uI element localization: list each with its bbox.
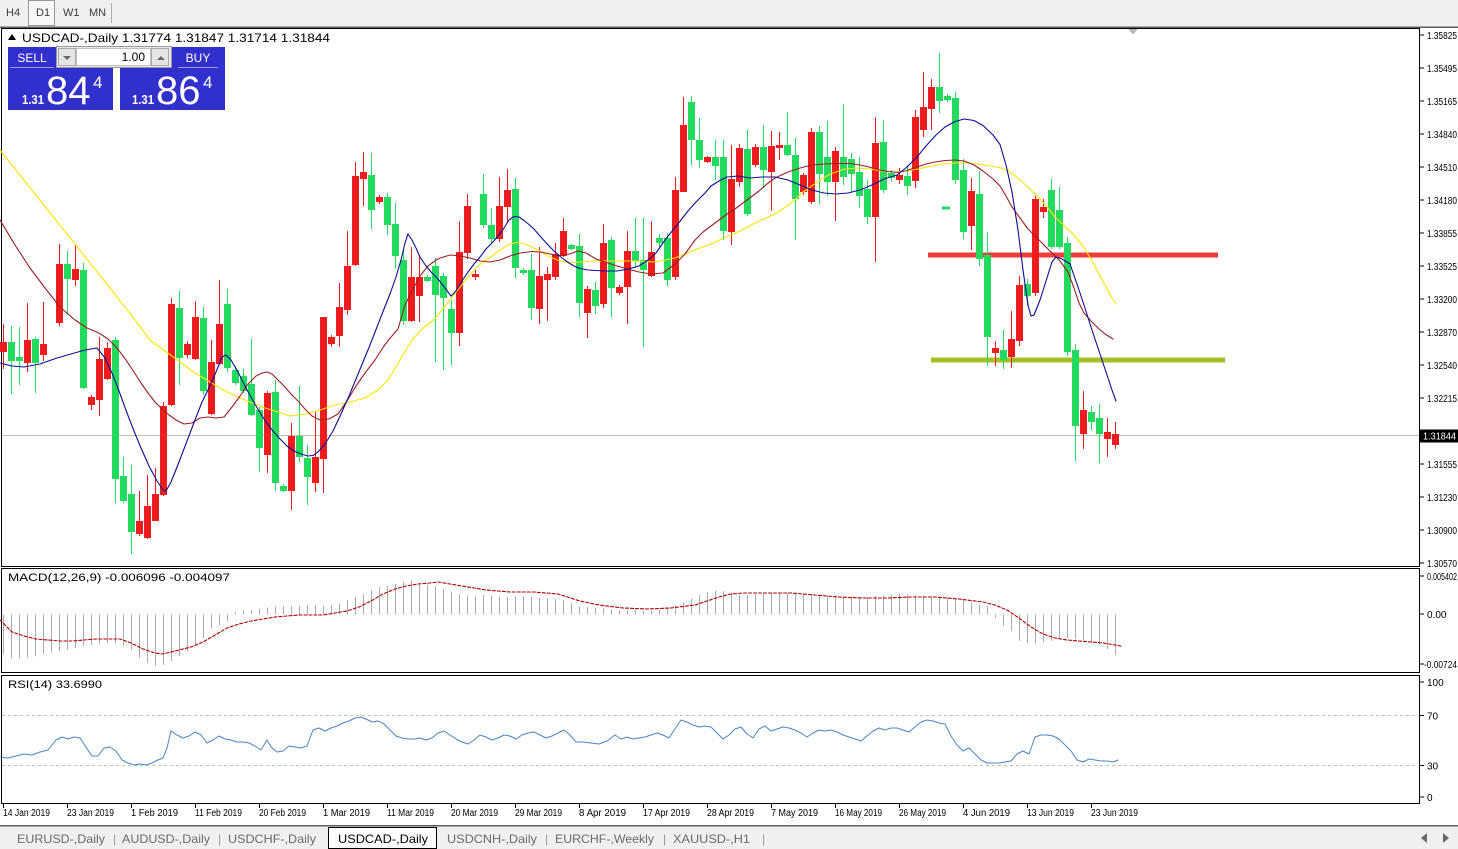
svg-text:1.35825: 1.35825 bbox=[1427, 31, 1457, 42]
svg-text:1.32540: 1.32540 bbox=[1427, 361, 1457, 372]
svg-text:1.00: 1.00 bbox=[122, 50, 146, 64]
svg-text:13 Jun 2019: 13 Jun 2019 bbox=[1027, 808, 1074, 819]
svg-text:4: 4 bbox=[93, 73, 102, 92]
svg-text:W1: W1 bbox=[63, 7, 80, 19]
svg-text:1.31230: 1.31230 bbox=[1427, 493, 1457, 504]
svg-text:RSI(14) 33.6990: RSI(14) 33.6990 bbox=[8, 679, 102, 691]
svg-text:0.00: 0.00 bbox=[1427, 610, 1447, 621]
svg-text:EURCHF-,Weekly: EURCHF-,Weekly bbox=[555, 832, 654, 846]
svg-text:8 Apr 2019: 8 Apr 2019 bbox=[579, 808, 626, 819]
svg-text:11 Mar 2019: 11 Mar 2019 bbox=[387, 808, 434, 819]
svg-text:1.31844: 1.31844 bbox=[1423, 432, 1456, 443]
svg-text:1.32215: 1.32215 bbox=[1427, 394, 1457, 405]
svg-text:1.35495: 1.35495 bbox=[1427, 64, 1457, 75]
svg-text:1.33525: 1.33525 bbox=[1427, 262, 1457, 273]
svg-text:USDCAD-,Daily: USDCAD-,Daily bbox=[338, 832, 428, 846]
svg-text:23 Jan 2019: 23 Jan 2019 bbox=[67, 808, 114, 819]
svg-text:1.33855: 1.33855 bbox=[1427, 229, 1457, 240]
svg-text:0.005402: 0.005402 bbox=[1427, 572, 1457, 583]
svg-text:1.35165: 1.35165 bbox=[1427, 97, 1457, 108]
svg-text:100: 100 bbox=[1427, 678, 1444, 689]
svg-text:|: | bbox=[113, 832, 116, 846]
svg-text:1.34180: 1.34180 bbox=[1427, 196, 1457, 207]
svg-text:USDCAD-,Daily 1.31774 1.31847: USDCAD-,Daily 1.31774 1.31847 1.31714 1.… bbox=[22, 31, 330, 45]
svg-text:MN: MN bbox=[89, 7, 106, 19]
svg-text:AUDUSD-,Daily: AUDUSD-,Daily bbox=[122, 832, 210, 846]
svg-text:USDCHF-,Daily: USDCHF-,Daily bbox=[228, 832, 316, 846]
svg-text:86: 86 bbox=[156, 69, 201, 113]
svg-text:MACD(12,26,9) -0.006096 -0.004: MACD(12,26,9) -0.006096 -0.004097 bbox=[8, 572, 230, 584]
svg-text:16 May 2019: 16 May 2019 bbox=[835, 808, 882, 819]
svg-text:BUY: BUY bbox=[186, 51, 211, 65]
svg-text:4 Jun 2019: 4 Jun 2019 bbox=[963, 808, 1010, 819]
svg-text:1.34510: 1.34510 bbox=[1427, 163, 1457, 174]
svg-text:1.32870: 1.32870 bbox=[1427, 328, 1457, 339]
svg-text:14 Jan 2019: 14 Jan 2019 bbox=[3, 808, 50, 819]
svg-text:70: 70 bbox=[1427, 712, 1439, 723]
svg-text:1 Mar 2019: 1 Mar 2019 bbox=[323, 808, 370, 819]
svg-text:26 May 2019: 26 May 2019 bbox=[899, 808, 946, 819]
svg-text:1 Feb 2019: 1 Feb 2019 bbox=[131, 808, 178, 819]
svg-text:0: 0 bbox=[1427, 793, 1433, 804]
svg-text:30: 30 bbox=[1427, 762, 1439, 773]
svg-text:84: 84 bbox=[46, 69, 91, 113]
svg-text:|: | bbox=[218, 832, 221, 846]
svg-text:20 Mar 2019: 20 Mar 2019 bbox=[451, 808, 498, 819]
svg-text:29 Mar 2019: 29 Mar 2019 bbox=[515, 808, 562, 819]
svg-text:1.34840: 1.34840 bbox=[1427, 130, 1457, 141]
svg-text:XAUUSD-,H1: XAUUSD-,H1 bbox=[673, 832, 750, 846]
svg-text:H4: H4 bbox=[6, 7, 20, 19]
svg-text:1.31: 1.31 bbox=[132, 92, 154, 107]
svg-text:|: | bbox=[545, 832, 548, 846]
svg-text:EURUSD-,Daily: EURUSD-,Daily bbox=[17, 832, 105, 846]
svg-text:USDCNH-,Daily: USDCNH-,Daily bbox=[447, 832, 537, 846]
svg-text:D1: D1 bbox=[36, 7, 50, 19]
svg-text:-0.00724: -0.00724 bbox=[1424, 660, 1457, 671]
svg-text:1.31555: 1.31555 bbox=[1427, 460, 1457, 471]
svg-text:SELL: SELL bbox=[17, 51, 47, 65]
svg-text:|: | bbox=[762, 832, 765, 846]
svg-text:7 May 2019: 7 May 2019 bbox=[771, 808, 818, 819]
svg-text:1.31: 1.31 bbox=[22, 92, 44, 107]
svg-text:20 Feb 2019: 20 Feb 2019 bbox=[259, 808, 306, 819]
svg-text:1.30900: 1.30900 bbox=[1427, 526, 1457, 537]
svg-text:23 Jun 2019: 23 Jun 2019 bbox=[1091, 808, 1138, 819]
svg-text:|: | bbox=[663, 832, 666, 846]
svg-text:11 Feb 2019: 11 Feb 2019 bbox=[195, 808, 242, 819]
svg-text:28 Apr 2019: 28 Apr 2019 bbox=[707, 808, 754, 819]
svg-text:4: 4 bbox=[203, 73, 212, 92]
svg-text:17 Apr 2019: 17 Apr 2019 bbox=[643, 808, 690, 819]
svg-text:1.30570: 1.30570 bbox=[1427, 559, 1457, 570]
svg-text:1.33200: 1.33200 bbox=[1427, 295, 1457, 306]
